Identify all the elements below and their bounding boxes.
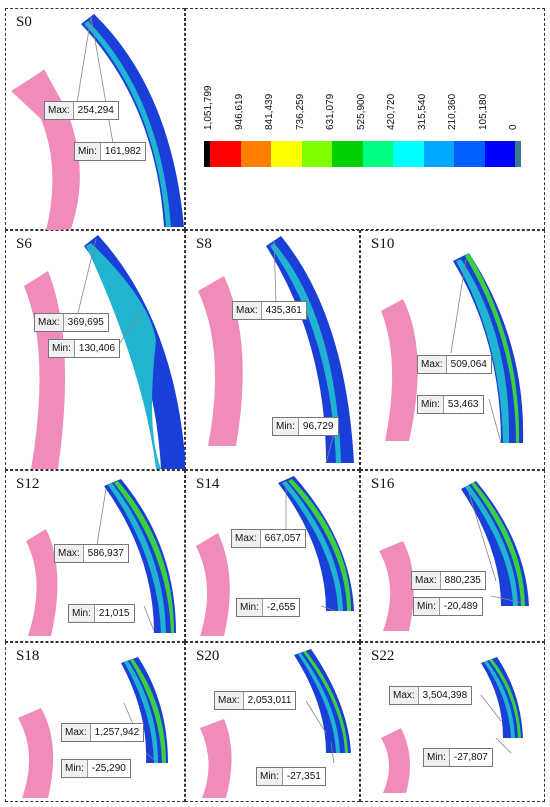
cyan-band: [465, 485, 518, 606]
legend-swatch: [484, 141, 515, 167]
panel-s18: S18 Max: 1,257,942 Min: -25,290: [5, 642, 185, 802]
s18-drawing: [18, 657, 168, 798]
pink-tooth: [381, 728, 410, 793]
max-callout: Max: 435,361: [232, 301, 307, 320]
pink-tooth: [200, 719, 232, 798]
panel-s14: S14 Max: 667,057 Min: -2,655: [185, 470, 360, 642]
min-callout: Min: -25,290: [61, 759, 131, 778]
legend-swatch: [210, 141, 241, 167]
max-callout: Max: 586,937: [54, 544, 129, 563]
legend-tick-label: 105,180: [477, 93, 489, 130]
legend-tick-label: 0: [508, 124, 519, 130]
blue-arc: [121, 657, 168, 763]
legend-swatch: [423, 141, 454, 167]
legend-swatch: [271, 141, 302, 167]
legend-tick-label: 315,540: [416, 93, 428, 130]
cyan-band: [298, 653, 340, 753]
panel-s6: S6 Max: 369,695 Min: 130,406: [5, 230, 186, 470]
s16-drawing: [379, 481, 529, 631]
legend-swatch: [301, 141, 332, 167]
pink-tooth: [24, 271, 66, 469]
max-callout: Max: 3,504,398: [389, 686, 473, 705]
s10-drawing: [381, 253, 524, 444]
s20-drawing: [200, 649, 351, 798]
s22-drawing: [381, 657, 523, 793]
panel-s16: S16 Max: 880,235 Min: -20,489: [360, 470, 545, 642]
cyan-band: [270, 243, 341, 463]
green-band: [489, 659, 521, 738]
min-callout: Min: 96,729: [272, 417, 339, 436]
panel-s10: S10 Max: 509,064 Min: 53,463: [360, 230, 545, 470]
s12-drawing: [26, 479, 176, 636]
legend-swatch: [454, 141, 485, 167]
panel-label: S8: [196, 236, 212, 252]
pink-tooth: [379, 541, 414, 631]
legend-tick-label: 525,900: [355, 93, 367, 130]
min-callout: Min: -27,807: [423, 748, 493, 767]
blue-arc: [294, 649, 351, 753]
max-callout: Max: 880,235: [411, 571, 486, 590]
blue-arc: [481, 657, 523, 738]
blue-arc: [84, 235, 186, 469]
blue-arc: [453, 253, 524, 443]
legend-panel: 1,051,799 946,619 841,439 736,259 631,079 525…: [185, 8, 545, 230]
panel-label: S22: [371, 648, 395, 664]
min-callout: Min: 130,406: [48, 339, 121, 358]
panel-s20: S20 Max: 2,053,011 Min: -27,351: [185, 642, 360, 802]
max-callout: Max: 509,064: [417, 355, 492, 374]
panel-label: S18: [16, 648, 40, 664]
legend-tick-label: 631,079: [325, 93, 336, 130]
pink-tooth: [26, 529, 58, 636]
cyan-band: [86, 243, 161, 469]
pink-tooth: [381, 299, 418, 441]
cyan-band: [108, 483, 166, 633]
panel-s12: S12 Max: 586,937 Min: 21,015: [5, 470, 185, 642]
max-callout: Max: 254,294: [44, 101, 119, 120]
panel-label: S20: [196, 648, 220, 664]
s14-drawing: [196, 476, 354, 636]
panel-label: S16: [371, 476, 395, 492]
panel-label: S12: [16, 476, 40, 492]
max-callout: Max: 369,695: [34, 313, 109, 332]
min-callout: Min: -27,351: [256, 767, 326, 786]
pink-tooth: [18, 708, 54, 798]
min-callout: Min: -20,489: [413, 597, 483, 616]
legend-swatch: [362, 141, 393, 167]
panel-s0: S0 Max: 254,294 Min: 161,982: [5, 8, 185, 231]
panel-label: S6: [16, 236, 32, 252]
cyan-band: [456, 259, 510, 443]
panel-label: S0: [16, 14, 32, 30]
legend-tick-label: 841,439: [264, 93, 275, 130]
panel-label: S14: [196, 476, 220, 492]
legend-swatch: [393, 141, 424, 167]
pink-tooth: [196, 533, 230, 636]
legend-tick-label: 736,259: [294, 93, 306, 130]
cyan-band: [484, 661, 515, 738]
pink-tooth: [11, 69, 80, 231]
panel-s22: S22 Max: 3,504,398 Min: -27,807: [360, 642, 545, 802]
legend-tick-label: 946,619: [233, 93, 245, 130]
legend-tick-label: 1,051,799: [203, 85, 214, 131]
legend-tick-label: 420,720: [386, 93, 397, 130]
min-callout: Min: 161,982: [74, 142, 147, 161]
legend-swatch: [240, 141, 271, 167]
green-band: [465, 253, 520, 443]
green-band: [130, 659, 166, 763]
min-callout: Min: 53,463: [417, 395, 484, 414]
max-callout: Max: 2,053,011: [214, 691, 297, 710]
max-callout: Max: 1,257,942: [61, 723, 145, 742]
min-callout: Min: -2,655: [236, 598, 301, 617]
legend-swatch: [204, 141, 210, 167]
s0-drawing: [11, 14, 184, 231]
max-callout: Max: 667,057: [231, 529, 306, 548]
blue-arc: [81, 14, 184, 227]
cyan-band: [124, 661, 158, 763]
legend-tick-label: 210,360: [447, 93, 458, 130]
legend-swatch: [515, 141, 521, 167]
panel-s8: S8 Max: 435,361 Min: 96,729: [185, 230, 360, 470]
legend-swatch: [332, 141, 363, 167]
pink-tooth: [198, 276, 243, 446]
min-callout: Min: 21,015: [68, 604, 135, 623]
panel-label: S10: [371, 236, 395, 252]
